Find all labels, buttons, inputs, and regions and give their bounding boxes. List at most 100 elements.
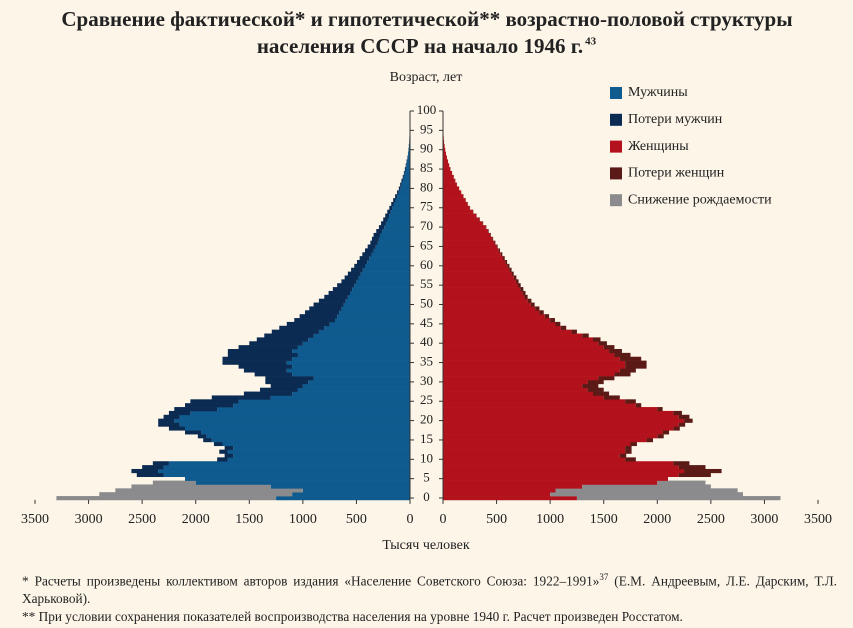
bar [582, 333, 589, 338]
bar [227, 352, 298, 358]
bar [443, 410, 674, 416]
bar [332, 287, 353, 292]
bar [527, 298, 532, 303]
bar [238, 399, 410, 404]
bar [206, 434, 410, 439]
bar [443, 244, 497, 249]
bar [635, 403, 642, 408]
bar [603, 395, 620, 400]
bar [443, 441, 631, 447]
bar [401, 178, 403, 183]
bar [347, 271, 361, 276]
y-tick-label: 5 [423, 470, 430, 485]
x-tick-label: 500 [346, 512, 367, 527]
bar [238, 345, 298, 350]
bar [408, 147, 410, 152]
bar [397, 190, 399, 195]
bar [233, 403, 410, 408]
bar [488, 229, 489, 234]
bar [555, 488, 738, 493]
bar [443, 294, 525, 299]
bar [359, 256, 370, 261]
bar [443, 364, 626, 369]
bar [443, 310, 540, 315]
bar [443, 430, 663, 435]
bar [550, 492, 743, 497]
bar [657, 407, 663, 412]
bar [286, 360, 410, 365]
bar [443, 240, 495, 245]
bar [443, 426, 674, 431]
bar [174, 407, 218, 412]
x-tick-label: 3000 [750, 512, 778, 527]
bar [673, 410, 682, 416]
bar [249, 341, 303, 346]
bar [408, 151, 410, 156]
bar [684, 468, 722, 474]
bar [142, 465, 164, 470]
bar [389, 205, 393, 210]
bar [384, 225, 410, 230]
bar [443, 263, 508, 269]
bar [380, 232, 410, 238]
bar [179, 422, 410, 427]
y-tick-label: 100 [417, 102, 437, 117]
bar [443, 403, 636, 408]
bar [443, 178, 456, 183]
bar [443, 465, 679, 470]
bar [593, 337, 601, 342]
note-text: * Расчеты произведены коллективом авторо… [22, 573, 600, 589]
bar [382, 229, 410, 234]
bar [370, 240, 378, 245]
bar [201, 430, 410, 435]
bar [211, 438, 410, 443]
bar [354, 283, 410, 288]
bar [341, 279, 357, 284]
bar [390, 209, 410, 214]
bar [408, 143, 410, 149]
bar [292, 356, 410, 361]
bar [402, 174, 404, 180]
bar [407, 159, 410, 164]
bar [302, 383, 410, 389]
bar [292, 372, 410, 377]
bar [498, 248, 500, 253]
bar [443, 287, 521, 292]
bar [443, 453, 620, 458]
bar [163, 472, 410, 478]
bar [56, 496, 277, 501]
bar [373, 248, 410, 253]
bar [347, 294, 410, 299]
bar [99, 492, 293, 497]
bar [197, 434, 207, 439]
bar [398, 190, 410, 195]
bar [443, 461, 674, 466]
bar [443, 283, 518, 288]
bar [443, 271, 512, 276]
x-tick-label: 2000 [182, 512, 210, 527]
bar [539, 310, 544, 315]
bar [393, 198, 396, 203]
bar [603, 345, 615, 350]
bar [625, 445, 632, 450]
bar [443, 341, 599, 346]
bar [443, 279, 516, 284]
bar [398, 186, 401, 191]
bar [354, 263, 365, 269]
bar [522, 290, 526, 296]
bar [443, 190, 462, 195]
bar [496, 244, 498, 249]
bar [443, 306, 536, 311]
bar [318, 329, 410, 334]
bar [443, 267, 510, 272]
bar [443, 236, 493, 241]
bar [443, 201, 468, 207]
bar [443, 213, 477, 218]
bar [443, 225, 486, 230]
bar [254, 372, 293, 377]
bar [385, 221, 410, 226]
bar [530, 302, 535, 307]
bar [662, 430, 670, 435]
bar [286, 321, 330, 327]
